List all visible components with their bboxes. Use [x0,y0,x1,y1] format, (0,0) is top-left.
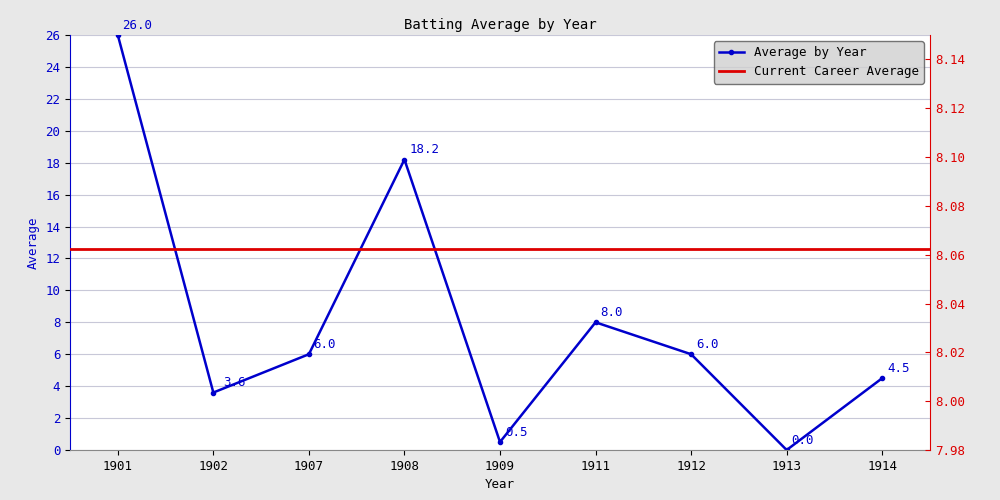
Text: 4.5: 4.5 [887,362,910,375]
Average by Year [876,375,888,381]
X-axis label: Year: Year [485,478,515,492]
Legend: Average by Year, Current Career Average: Average by Year, Current Career Average [714,42,924,84]
Text: 0.0: 0.0 [791,434,814,446]
Line: Average by Year: Average by Year [116,33,884,452]
Text: 6.0: 6.0 [696,338,718,351]
Text: 26.0: 26.0 [123,18,153,32]
Text: 0.5: 0.5 [505,426,527,438]
Average by Year [685,351,697,357]
Average by Year [590,320,602,326]
Average by Year [494,439,506,445]
Title: Batting Average by Year: Batting Average by Year [404,18,596,32]
Average by Year [207,390,219,396]
Average by Year [781,447,793,453]
Average by Year [303,351,315,357]
Text: 6.0: 6.0 [314,338,336,351]
Y-axis label: Average: Average [27,216,40,269]
Text: 3.6: 3.6 [223,376,245,389]
Text: 8.0: 8.0 [600,306,623,319]
Average by Year [398,156,410,162]
Average by Year [112,32,124,38]
Text: 18.2: 18.2 [409,143,439,156]
